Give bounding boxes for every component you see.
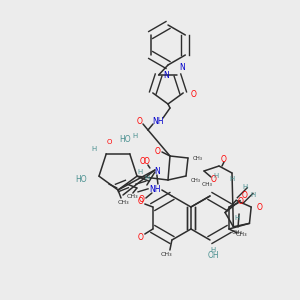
Text: HO: HO: [119, 135, 130, 144]
Text: O: O: [238, 197, 244, 206]
Text: CH₃: CH₃: [117, 200, 129, 205]
Text: H: H: [250, 191, 256, 197]
Text: H: H: [235, 214, 240, 220]
Text: H: H: [132, 133, 137, 139]
Text: H: H: [213, 173, 219, 179]
Text: H: H: [230, 176, 235, 182]
Text: O: O: [138, 232, 144, 242]
Text: O: O: [241, 191, 247, 200]
Text: O: O: [140, 158, 146, 166]
Text: O: O: [190, 90, 196, 99]
Text: O: O: [138, 197, 144, 206]
Text: O: O: [211, 175, 217, 184]
Text: O: O: [137, 118, 143, 127]
Text: H: H: [210, 247, 216, 253]
Text: N: N: [163, 70, 169, 80]
Text: CH₃: CH₃: [161, 251, 173, 256]
Text: CH₃: CH₃: [232, 230, 243, 235]
Text: O: O: [221, 154, 227, 164]
Text: O: O: [256, 202, 262, 211]
Text: O: O: [155, 146, 161, 155]
Text: CH₃: CH₃: [202, 182, 212, 188]
Text: O: O: [106, 139, 112, 145]
Text: NH: NH: [152, 118, 164, 127]
Text: CH₃: CH₃: [127, 194, 139, 199]
Text: N: N: [154, 167, 160, 176]
Text: NH: NH: [149, 185, 160, 194]
Text: O: O: [144, 158, 150, 166]
Text: CH₃: CH₃: [191, 178, 201, 184]
Text: H: H: [137, 169, 142, 175]
Text: HO: HO: [75, 175, 87, 184]
Text: H: H: [242, 184, 248, 190]
Text: O: O: [139, 196, 145, 205]
Text: H: H: [144, 175, 149, 181]
Text: N: N: [179, 63, 185, 72]
Text: OH: OH: [207, 251, 219, 260]
Text: CH₃: CH₃: [193, 155, 203, 160]
Text: CH₃: CH₃: [235, 232, 247, 236]
Text: H: H: [92, 146, 97, 152]
